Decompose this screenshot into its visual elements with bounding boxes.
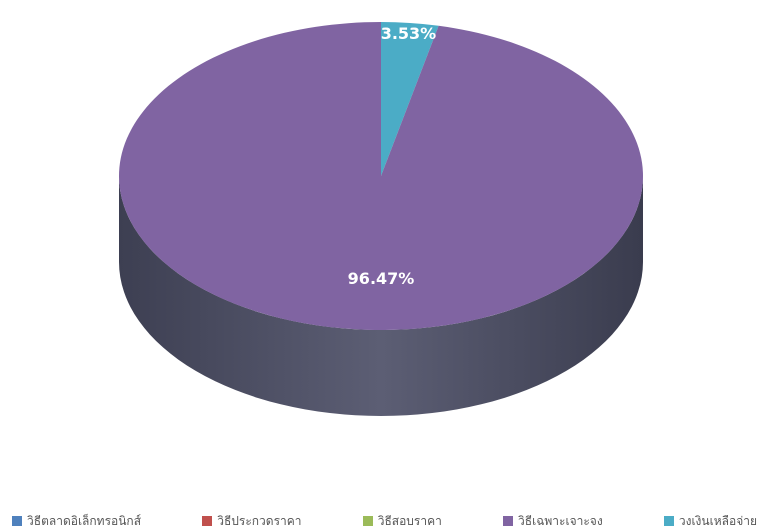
legend-item: วิธีตลาดอิเล็กทรอนิกส์ — [12, 512, 141, 531]
slice-data-label: 3.53% — [381, 24, 437, 43]
slice-data-label: 96.47% — [348, 269, 415, 288]
legend-label: วิธีตลาดอิเล็กทรอนิกส์ — [27, 513, 142, 528]
legend-swatch — [663, 516, 674, 526]
pie-side-wall — [119, 176, 643, 416]
legend-item: วิธีสอบราคา — [362, 512, 442, 531]
legend-label: วิธีสอบราคา — [377, 513, 442, 528]
pie-chart: 3.53% 96.47% — [119, 21, 644, 416]
legend-swatch — [362, 516, 373, 526]
chart-legend: วิธีตลาดอิเล็กทรอนิกส์ วิธีประกวดราคา วิธี… — [12, 512, 757, 530]
legend-swatch — [202, 516, 213, 526]
pie-slice — [381, 22, 439, 176]
legend-item: วิธีเฉพาะเจาะจง — [503, 512, 603, 531]
legend-label: วงเงินเหลือจ่าย — [678, 513, 757, 528]
legend-item: วิธีประกวดราคา — [202, 512, 302, 531]
legend-swatch — [503, 516, 514, 526]
pie-slice — [119, 21, 644, 330]
legend-label: วิธีเฉพาะเจาะจง — [518, 513, 603, 528]
legend-item: วงเงินเหลือจ่าย — [663, 512, 757, 531]
legend-swatch — [12, 516, 22, 526]
legend-label: วิธีประกวดราคา — [217, 513, 302, 528]
